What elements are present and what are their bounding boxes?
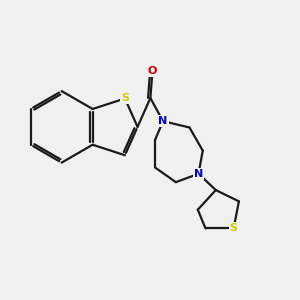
Text: N: N [158, 116, 168, 126]
Text: O: O [148, 66, 157, 76]
Text: S: S [230, 224, 238, 233]
Text: S: S [121, 94, 129, 103]
Text: N: N [194, 169, 203, 179]
